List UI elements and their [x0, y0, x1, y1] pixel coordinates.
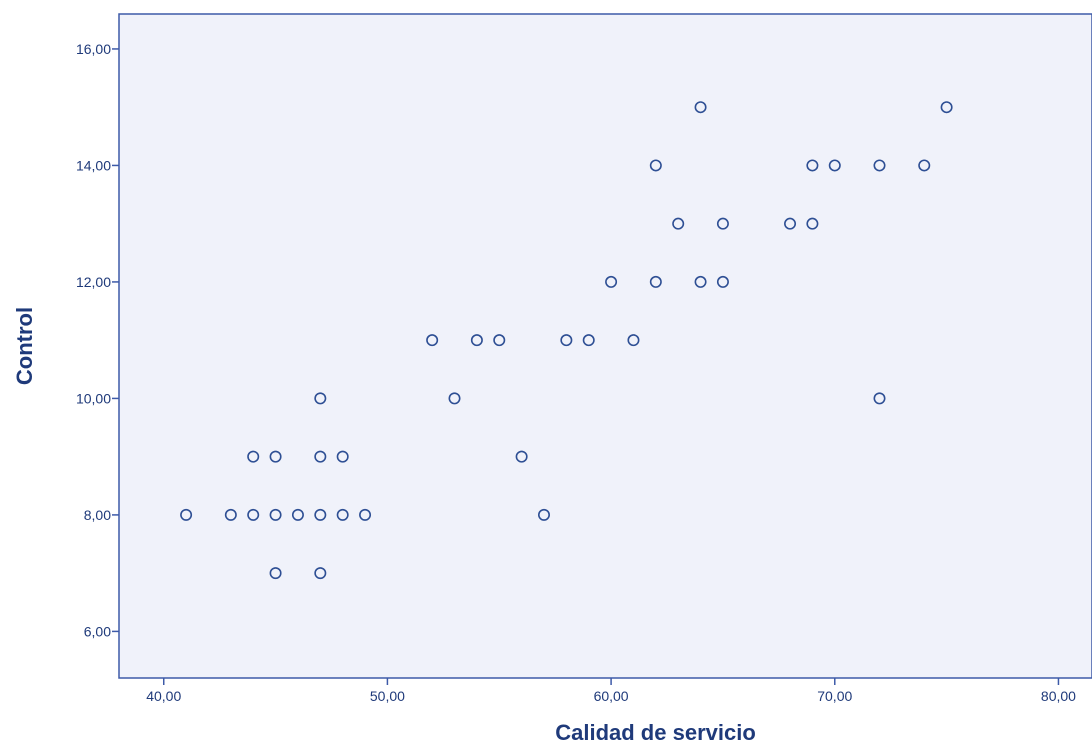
- x-tick-label: 40,00: [146, 688, 181, 704]
- data-point: [269, 450, 282, 463]
- data-point: [470, 334, 483, 347]
- data-point: [314, 508, 327, 521]
- data-point: [314, 567, 327, 580]
- y-tick-label: 16,00: [76, 41, 111, 57]
- data-points: [180, 101, 953, 580]
- data-point: [828, 159, 841, 172]
- x-tick-label: 60,00: [594, 688, 629, 704]
- data-point: [873, 159, 886, 172]
- plot-area: [118, 13, 1092, 679]
- data-point: [806, 217, 819, 230]
- y-axis-title: Control: [12, 307, 37, 385]
- data-point: [716, 275, 729, 288]
- data-point: [649, 159, 662, 172]
- data-point: [493, 334, 506, 347]
- data-point: [873, 392, 886, 405]
- x-tick-label: 50,00: [370, 688, 405, 704]
- data-point: [627, 334, 640, 347]
- data-point: [784, 217, 797, 230]
- data-point: [224, 508, 237, 521]
- data-point: [180, 508, 193, 521]
- data-point: [515, 450, 528, 463]
- y-tick-label: 6,00: [84, 623, 111, 639]
- data-point: [314, 392, 327, 405]
- x-axis: 40,00 50,00 60,00 70,00 80,00: [146, 678, 1076, 704]
- data-point: [247, 450, 260, 463]
- data-point: [269, 567, 282, 580]
- data-point: [672, 217, 685, 230]
- data-point: [336, 450, 349, 463]
- data-point: [806, 159, 819, 172]
- data-point: [694, 101, 707, 114]
- data-point: [694, 275, 707, 288]
- data-point: [560, 334, 573, 347]
- data-point: [314, 450, 327, 463]
- x-tick-label: 70,00: [817, 688, 852, 704]
- y-tick-label: 12,00: [76, 274, 111, 290]
- data-point: [940, 101, 953, 114]
- y-axis: 6,00 8,00 10,00 12,00 14,00 16,00: [76, 41, 119, 639]
- y-tick-label: 14,00: [76, 157, 111, 173]
- x-axis-title: Calidad de servicio: [555, 720, 756, 742]
- data-point: [359, 508, 372, 521]
- data-point: [918, 159, 931, 172]
- data-point: [269, 508, 282, 521]
- data-point: [336, 508, 349, 521]
- data-point: [448, 392, 461, 405]
- data-point: [649, 275, 662, 288]
- x-tick-label: 80,00: [1041, 688, 1076, 704]
- data-point: [426, 334, 439, 347]
- data-point: [247, 508, 260, 521]
- data-point: [605, 275, 618, 288]
- y-tick-label: 8,00: [84, 507, 111, 523]
- data-point: [537, 508, 550, 521]
- data-point: [582, 334, 595, 347]
- data-point: [291, 508, 304, 521]
- y-tick-label: 10,00: [76, 390, 111, 406]
- data-point: [716, 217, 729, 230]
